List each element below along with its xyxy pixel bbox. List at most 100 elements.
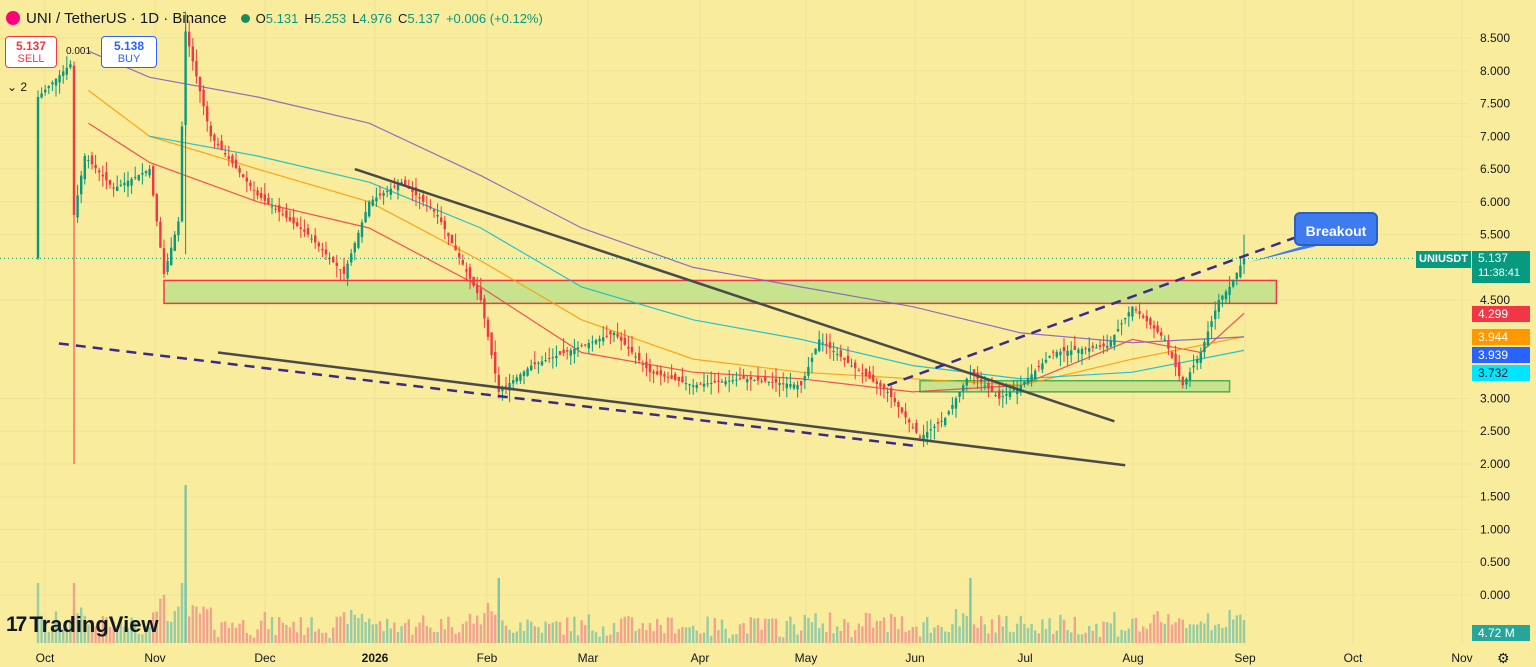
candle-body — [1109, 340, 1112, 347]
candle-body — [1124, 317, 1127, 320]
volume-bar — [69, 619, 72, 643]
candle-body — [382, 193, 385, 196]
candle-body — [1214, 310, 1217, 320]
candle-body — [339, 269, 342, 271]
volume-bar — [432, 631, 436, 643]
volume-bar — [508, 629, 511, 643]
volume-bar — [116, 627, 119, 643]
candle-body — [929, 429, 932, 431]
collapse-indicators-toggle[interactable]: ⌄ 2 — [7, 80, 28, 94]
candle-body — [105, 172, 108, 181]
candle-body — [1077, 349, 1080, 354]
candle-body — [44, 89, 47, 93]
tradingview-logo[interactable]: 17 TradingView — [6, 612, 159, 638]
volume-bar — [479, 624, 482, 643]
candle-body — [839, 350, 842, 357]
x-tick-label: Nov — [144, 651, 165, 665]
candle-body — [443, 220, 446, 230]
candle-body — [112, 187, 115, 189]
symbol-title[interactable]: UNI / TetherUS · 1D · Binance — [26, 9, 227, 27]
candle-body — [890, 387, 893, 397]
candle-body — [983, 385, 986, 387]
volume-bar — [976, 627, 979, 643]
volume-bar — [1044, 628, 1048, 643]
volume-bar — [458, 632, 461, 643]
volume-bar — [533, 626, 536, 643]
volume-bar — [980, 616, 983, 643]
candle-body — [414, 187, 418, 196]
volume-bar — [584, 625, 587, 643]
candle-body — [245, 177, 248, 182]
candle-body — [386, 190, 389, 192]
candle-body — [706, 383, 709, 385]
volume-bar — [1116, 636, 1120, 643]
y-tick-label: 2.000 — [1480, 457, 1510, 471]
volume-bar — [44, 619, 47, 643]
x-tick-label: Sep — [1234, 651, 1256, 665]
volume-bar — [252, 637, 256, 643]
candle-body — [508, 383, 511, 391]
candle-body — [562, 349, 565, 354]
last-price-tag: 5.137 11:38:41 — [1472, 251, 1530, 283]
candle-body — [191, 46, 194, 62]
volume-bar — [1138, 631, 1141, 643]
candle-body — [1170, 352, 1174, 358]
candle-body — [900, 407, 904, 413]
volume-bar — [684, 627, 688, 643]
volume-bar — [940, 626, 943, 643]
candle-body — [789, 384, 792, 387]
volume-bar — [839, 630, 842, 643]
candle-body — [584, 344, 587, 346]
volume-bar — [58, 628, 61, 643]
candle-body — [116, 186, 119, 192]
candle-body — [1239, 265, 1242, 278]
volume-bar — [238, 623, 241, 643]
candle-body — [141, 172, 144, 175]
volume-bar — [1019, 615, 1022, 643]
volume-bar — [87, 624, 90, 643]
volume-bar — [724, 628, 727, 643]
y-tick-label: 0.500 — [1480, 555, 1510, 569]
volume-bar — [249, 634, 252, 643]
candle-body — [296, 222, 299, 227]
sell-button[interactable]: 5.137 SELL — [5, 36, 57, 68]
volume-bar — [1041, 619, 1044, 643]
candle-body — [58, 75, 61, 83]
candle-body — [1016, 387, 1019, 394]
candle-body — [422, 194, 425, 202]
volume-bar — [810, 622, 814, 643]
candle-body — [47, 86, 50, 89]
buy-button[interactable]: 5.138 BUY — [101, 36, 157, 68]
candle-body — [677, 376, 680, 381]
volume-bar — [476, 615, 479, 643]
volume-bar — [90, 620, 94, 643]
volume-bar — [605, 635, 608, 643]
candle-body — [198, 76, 202, 92]
candle-body — [472, 276, 475, 286]
volume-bar — [407, 619, 410, 643]
candle-body — [173, 234, 176, 251]
volume-bar — [893, 616, 896, 643]
candle-body — [728, 380, 731, 382]
candle-body — [1120, 323, 1123, 325]
volume-bar — [544, 621, 547, 643]
candle-body — [1008, 391, 1012, 398]
candle-body — [1160, 332, 1163, 336]
candle-body — [702, 383, 706, 387]
breakout-callout: Breakout — [1294, 212, 1378, 246]
candle-body — [515, 377, 518, 382]
volume-bar — [1048, 618, 1051, 643]
candle-body — [522, 371, 526, 376]
candle-body — [710, 382, 713, 384]
volume-bar — [803, 614, 806, 643]
candle-body — [180, 126, 184, 222]
volume-bar — [918, 636, 922, 643]
volume-bar — [609, 634, 612, 643]
volume-bar — [1127, 628, 1130, 643]
candle-body — [648, 364, 652, 373]
settings-gear-icon[interactable]: ⚙ — [1497, 650, 1510, 666]
volume-bar — [1188, 624, 1192, 643]
volume-bar — [638, 628, 641, 643]
volume-bar — [288, 627, 292, 643]
